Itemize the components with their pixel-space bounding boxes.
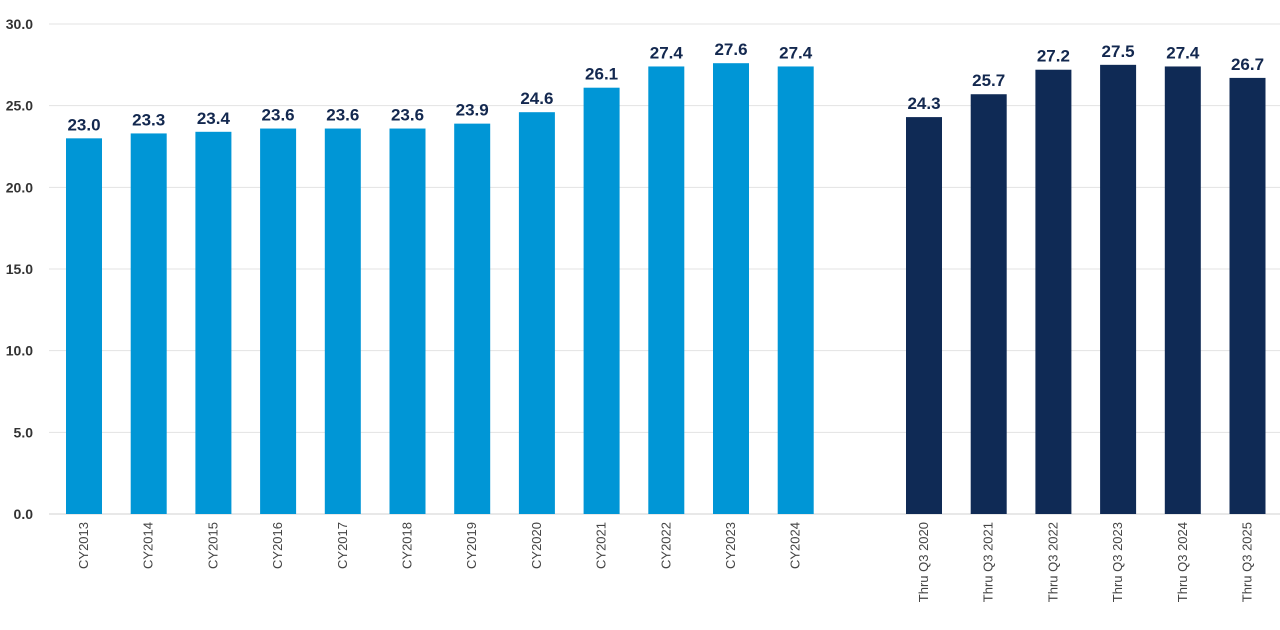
- x-tick-label: Thru Q3 2025: [1240, 522, 1255, 602]
- y-tick-label: 30.0: [6, 16, 33, 32]
- y-tick-label: 5.0: [14, 424, 34, 440]
- x-tick-label: CY2013: [76, 522, 91, 569]
- bar: [1164, 66, 1201, 514]
- bar: [648, 66, 685, 514]
- x-tick-label: CY2021: [594, 522, 609, 569]
- data-label: 25.7: [972, 71, 1005, 90]
- data-label: 23.4: [197, 109, 231, 128]
- y-tick-label: 20.0: [6, 179, 33, 195]
- x-tick-label: CY2024: [788, 522, 803, 569]
- data-label: 27.6: [714, 40, 747, 59]
- bar: [777, 66, 814, 514]
- x-tick-label: CY2019: [464, 522, 479, 569]
- x-tick-label: CY2014: [141, 522, 156, 569]
- data-label: 27.4: [1166, 43, 1200, 62]
- x-tick-label: CY2020: [529, 522, 544, 569]
- data-label: 24.3: [907, 94, 940, 113]
- x-tick-label: CY2022: [658, 522, 673, 569]
- data-label: 23.3: [132, 110, 165, 129]
- data-label: 23.9: [456, 101, 489, 120]
- bar: [518, 112, 555, 514]
- data-label: 27.5: [1102, 42, 1135, 61]
- bars: [66, 63, 1266, 515]
- data-label: 24.6: [520, 89, 553, 108]
- bar: [583, 87, 620, 514]
- y-tick-label: 25.0: [6, 98, 33, 114]
- x-tick-label: Thru Q3 2024: [1175, 522, 1190, 602]
- x-axis-tick-labels: CY2013 CY2014 CY2015 CY2016 CY2017 CY2018 CY20…: [76, 522, 1255, 602]
- bar: [130, 133, 167, 514]
- data-label: 27.2: [1037, 47, 1070, 66]
- bar: [1229, 77, 1266, 515]
- x-tick-label: CY2016: [270, 522, 285, 569]
- data-label: 27.4: [779, 43, 813, 62]
- x-tick-label: Thru Q3 2023: [1110, 522, 1125, 602]
- y-axis-tick-labels: 0.0 5.0 10.0 15.0 20.0 25.0 30.0: [6, 16, 33, 522]
- bar: [324, 128, 361, 515]
- data-label: 26.1: [585, 65, 618, 84]
- bar: [713, 63, 749, 514]
- x-tick-label: CY2015: [205, 522, 220, 569]
- y-tick-label: 15.0: [6, 261, 33, 277]
- x-tick-label: Thru Q3 2022: [1045, 522, 1060, 602]
- bar: [1035, 69, 1072, 514]
- bar: [260, 128, 297, 515]
- x-tick-label: CY2018: [400, 522, 415, 569]
- data-label: 23.6: [391, 106, 424, 125]
- data-label: 27.4: [650, 43, 684, 62]
- data-label: 23.6: [262, 106, 295, 125]
- y-tick-label: 10.0: [6, 343, 33, 359]
- x-tick-label: Thru Q3 2020: [916, 522, 931, 602]
- x-tick-label: CY2017: [335, 522, 350, 569]
- data-label: 23.6: [326, 106, 359, 125]
- bar: [970, 94, 1007, 514]
- bar: [454, 123, 491, 514]
- y-tick-label: 0.0: [14, 506, 34, 522]
- bar: [1100, 64, 1137, 514]
- bar: [195, 131, 232, 515]
- bar: [66, 138, 102, 515]
- data-label: 23.0: [67, 115, 100, 134]
- x-tick-label: Thru Q3 2021: [981, 522, 996, 602]
- data-label: 26.7: [1231, 55, 1264, 74]
- data-labels: 23.0 23.3 23.4 23.6 23.6 23.6 23.9 24.6 26.1 27.4…: [67, 40, 1264, 134]
- x-tick-label: CY2023: [723, 522, 738, 569]
- bar: [389, 128, 426, 515]
- bar: [906, 117, 942, 514]
